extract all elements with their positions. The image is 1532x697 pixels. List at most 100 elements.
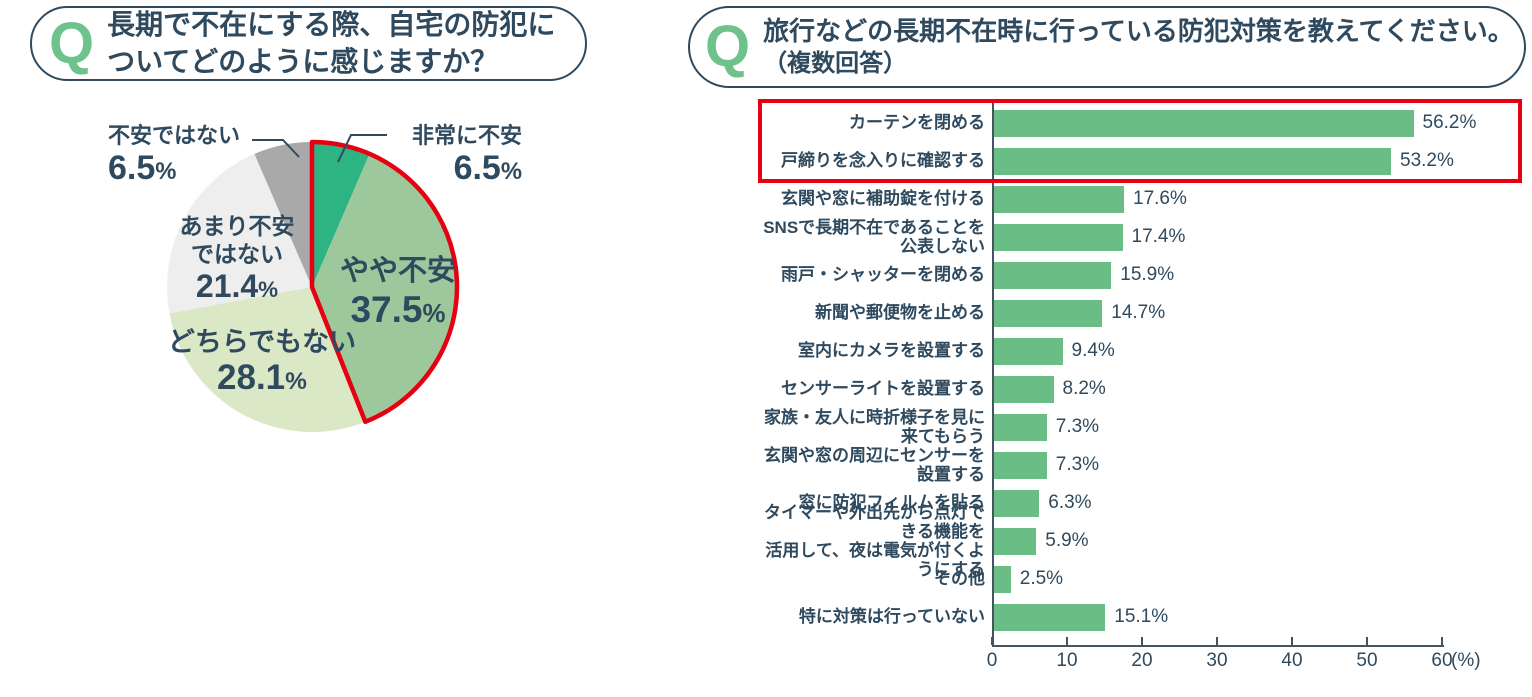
- question-pill-right: Q 旅行などの長期不在時に行っている防犯対策を教えてください。 （複数回答）: [688, 6, 1526, 88]
- bar-track: 15.1%: [992, 603, 1169, 631]
- bar: [992, 413, 1047, 441]
- bar-track: 15.9%: [992, 261, 1174, 289]
- bar-track: 17.6%: [992, 185, 1187, 213]
- x-axis-unit-label: (%): [1451, 650, 1481, 671]
- x-axis-tick-label: 40: [1281, 650, 1303, 671]
- pie-slice-4: [167, 153, 312, 314]
- bar-value-label: 7.3%: [1055, 454, 1100, 475]
- bar: [992, 299, 1103, 327]
- x-axis-tick-label: 20: [1131, 650, 1153, 671]
- bar-track: 14.7%: [992, 299, 1166, 327]
- bar-row-10: 玄関や窓の周辺にセンサーを設置する 7.3%: [755, 446, 1515, 484]
- bar-value-label: 2.5%: [1019, 568, 1064, 589]
- bar-chart-x-tick-labels: 0 10 20 30 40 50 60 (%): [987, 650, 1512, 676]
- bar-value-label: 17.6%: [1133, 188, 1187, 209]
- bar: [992, 185, 1124, 213]
- bar-row-9: 家族・友人に時折様子を見に来てもらう 7.3%: [755, 408, 1515, 446]
- bar: [992, 565, 1011, 593]
- pie-slice-5: [254, 142, 312, 287]
- bar-category-label: タイマーや外出先から点灯できる機能を 活用して、夜は電気が付くようにする: [764, 502, 985, 580]
- x-axis-tick-label: 30: [1206, 650, 1228, 671]
- bar-category-label: センサーライトを設置する: [781, 379, 985, 399]
- bar-row-8: センサーライトを設置する 8.2%: [755, 370, 1515, 408]
- bar-category-label: その他: [934, 569, 985, 589]
- x-axis-tick: [1441, 637, 1443, 645]
- bar-track: 17.4%: [992, 223, 1186, 251]
- x-axis-tick-label: 0: [986, 650, 998, 671]
- bar-value-label: 6.3%: [1048, 492, 1092, 513]
- x-axis-tick: [991, 637, 993, 645]
- x-axis-tick: [1066, 637, 1068, 645]
- x-axis-tick: [1366, 637, 1368, 645]
- bar: [992, 337, 1063, 365]
- bar-track: 6.3%: [992, 489, 1092, 517]
- bar-row-3: 玄関や窓に補助錠を付ける 17.6%: [755, 180, 1515, 218]
- q-badge-icon: Q: [49, 10, 95, 76]
- bar-category-label: SNSで長期不在であることを公表しない: [763, 217, 985, 256]
- bar-row-6: 新聞や郵便物を止める 14.7%: [755, 294, 1515, 332]
- bar-value-label: 15.1%: [1114, 606, 1169, 627]
- bar-value-label: 8.2%: [1062, 378, 1106, 399]
- x-axis-tick-label: 60: [1431, 650, 1453, 671]
- question-right-line1: 旅行などの長期不在時に行っている防犯対策を教えてください。: [763, 15, 1514, 46]
- bar: [992, 223, 1123, 251]
- bar-category-label: 戸締りを念入りに確認する: [781, 151, 985, 171]
- bar-category-label: 家族・友人に時折様子を見に来てもらう: [764, 407, 985, 446]
- bar-track: 7.3%: [992, 413, 1100, 441]
- bar-category-label: 窓に防犯フィルムを貼る: [798, 493, 985, 513]
- question-right-text: 旅行などの長期不在時に行っている防犯対策を教えてください。 （複数回答）: [763, 15, 1514, 80]
- bar: [992, 375, 1054, 403]
- bar-track: 8.2%: [992, 375, 1106, 403]
- leader-line-not-anxious: [252, 139, 300, 158]
- bar-track: 56.2%: [992, 109, 1477, 137]
- bar-row-12: タイマーや外出先から点灯できる機能を 活用して、夜は電気が付くようにする 5.9%: [755, 503, 1515, 579]
- bar: [992, 451, 1047, 479]
- bar-row-14: 特に対策は行っていない 15.1%: [755, 598, 1515, 636]
- bar-track: 53.2%: [992, 147, 1454, 175]
- bar-category-label: 室内にカメラを設置する: [798, 341, 985, 361]
- bar-row-13: その他 2.5%: [755, 560, 1515, 598]
- bar-chart: カーテンを閉める 56.2% 戸締りを念入りに確認する 53.2% 玄関や窓に補助錠を付…: [755, 104, 1515, 636]
- bar-value-label: 14.7%: [1111, 302, 1166, 323]
- bar: [992, 489, 1040, 517]
- bar-chart-y-axis: [992, 103, 994, 645]
- bar-row-2: 戸締りを念入りに確認する 53.2%: [755, 142, 1515, 180]
- bar-category-label: 玄関や窓に補助錠を付ける: [781, 189, 985, 209]
- bar-category-label: 新聞や郵便物を止める: [815, 303, 985, 323]
- leader-line-very-anxious: [337, 134, 387, 163]
- bar-track: 2.5%: [992, 565, 1064, 593]
- bar-category-label: 雨戸・シャッターを閉める: [781, 265, 985, 285]
- question-pill-left: Q 長期で不在にする際、自宅の防犯に ついてどのように感じますか？: [30, 6, 587, 81]
- pie-highlight-outline: [309, 139, 460, 425]
- x-axis-tick: [1216, 637, 1218, 645]
- bar: [992, 527, 1037, 555]
- bar-row-4: SNSで長期不在であることを公表しない 17.4%: [755, 218, 1515, 256]
- bar-category-label: カーテンを閉める: [849, 113, 985, 133]
- pie-slice-2: [312, 153, 457, 422]
- bar-row-11: 窓に防犯フィルムを貼る 6.3%: [755, 484, 1515, 522]
- question-left-line1: 長期で不在にする際、自宅の防犯に: [107, 9, 556, 41]
- bar-row-5: 雨戸・シャッターを閉める 15.9%: [755, 256, 1515, 294]
- pie-chart: [167, 134, 460, 432]
- bar-chart-x-axis: [991, 637, 1444, 647]
- bar: [992, 147, 1391, 175]
- question-left-line2: ついてどのように感じますか？: [107, 45, 499, 77]
- bar-value-label: 9.4%: [1071, 340, 1115, 361]
- q-badge-icon: Q: [705, 14, 751, 80]
- bar-track: 9.4%: [992, 337, 1115, 365]
- x-axis-tick-label: 50: [1356, 650, 1378, 671]
- bar-row-1: カーテンを閉める 56.2%: [755, 104, 1515, 142]
- bar: [992, 109, 1414, 137]
- bar-value-label: 56.2%: [1422, 112, 1477, 133]
- x-axis-tick: [1291, 637, 1293, 645]
- bar-value-label: 17.4%: [1131, 226, 1186, 247]
- bar-value-label: 7.3%: [1055, 416, 1100, 437]
- bar-category-label: 玄関や窓の周辺にセンサーを設置する: [764, 445, 985, 484]
- bar-value-label: 53.2%: [1400, 150, 1454, 171]
- bar: [992, 261, 1112, 289]
- bar-track: 5.9%: [992, 527, 1089, 555]
- pie-slice-3: [169, 287, 366, 432]
- bar-category-label: 特に対策は行っていない: [798, 607, 985, 627]
- x-axis-tick: [1141, 637, 1143, 645]
